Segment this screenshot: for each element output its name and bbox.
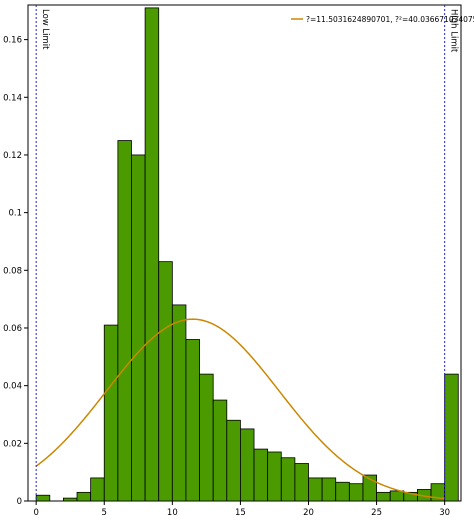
histogram-bar: [103, 324, 119, 502]
y-axis: 0 0.02 0.04 0.06 0.08 0.1 0.12 0.14 0.16: [3, 36, 28, 507]
legend: ?=11.5031624890701, ?²=40.0366710340754: [291, 15, 474, 24]
histogram-bar: [444, 373, 459, 502]
y-tick-label: 0.04: [3, 382, 22, 392]
histogram-bar: [335, 481, 350, 502]
legend-label: ?=11.5031624890701, ?²=40.0366710340754: [306, 15, 474, 24]
histogram-bar: [294, 463, 309, 502]
histogram-bar: [321, 477, 337, 502]
x-tick-label: 10: [167, 508, 178, 518]
fit-curve: [35, 318, 445, 500]
histogram-bar: [389, 490, 405, 502]
y-tick-label: 0.1: [8, 209, 22, 219]
histogram-bar: [158, 261, 173, 502]
histogram-bar: [362, 474, 377, 502]
x-axis: 0 5 10 15 20 25 30: [33, 501, 450, 518]
x-tick-label: 30: [439, 508, 450, 518]
x-tick-label: 0: [33, 508, 38, 518]
histogram-bar: [308, 477, 323, 502]
fit-curve-group: [35, 318, 445, 500]
histogram-bar: [131, 154, 146, 502]
histogram-bar: [199, 373, 214, 502]
histogram-bar: [35, 494, 51, 502]
y-tick-label: 0.16: [3, 36, 22, 46]
plot-frame: [27, 4, 462, 502]
limit-lines: Low Limit High Limit: [35, 5, 459, 501]
histogram-bar: [226, 419, 241, 502]
y-tick-label: 0.08: [3, 266, 22, 276]
histogram-bar: [144, 7, 160, 502]
histogram-bar: [240, 428, 255, 502]
x-tick-label: 20: [303, 508, 314, 518]
y-tick-label: 0.12: [3, 151, 22, 161]
histogram-bar: [348, 483, 364, 502]
y-tick-label: 0.02: [3, 439, 22, 449]
histogram-bar: [267, 451, 282, 502]
histogram-bar: [171, 304, 187, 502]
histogram-bar: [76, 491, 92, 502]
y-tick-label: 0: [17, 497, 22, 507]
histogram-bars: [35, 7, 459, 502]
plot-area: [27, 4, 462, 502]
y-tick-label: 0.06: [3, 324, 22, 334]
x-tick-label: 25: [371, 508, 382, 518]
limit-label: Low Limit: [40, 9, 50, 50]
histogram-bar: [117, 140, 132, 502]
histogram-bar: [376, 491, 391, 502]
x-tick-label: 15: [235, 508, 246, 518]
histogram-bar: [185, 339, 200, 502]
y-tick-label: 0.14: [3, 93, 22, 103]
histogram-bar: [253, 448, 269, 502]
histogram-bar: [212, 399, 228, 502]
histogram-bar: [90, 477, 105, 502]
limit-label: High Limit: [449, 9, 459, 53]
histogram-bar: [280, 457, 296, 502]
histogram-bar: [63, 497, 78, 502]
x-tick-label: 5: [102, 508, 107, 518]
